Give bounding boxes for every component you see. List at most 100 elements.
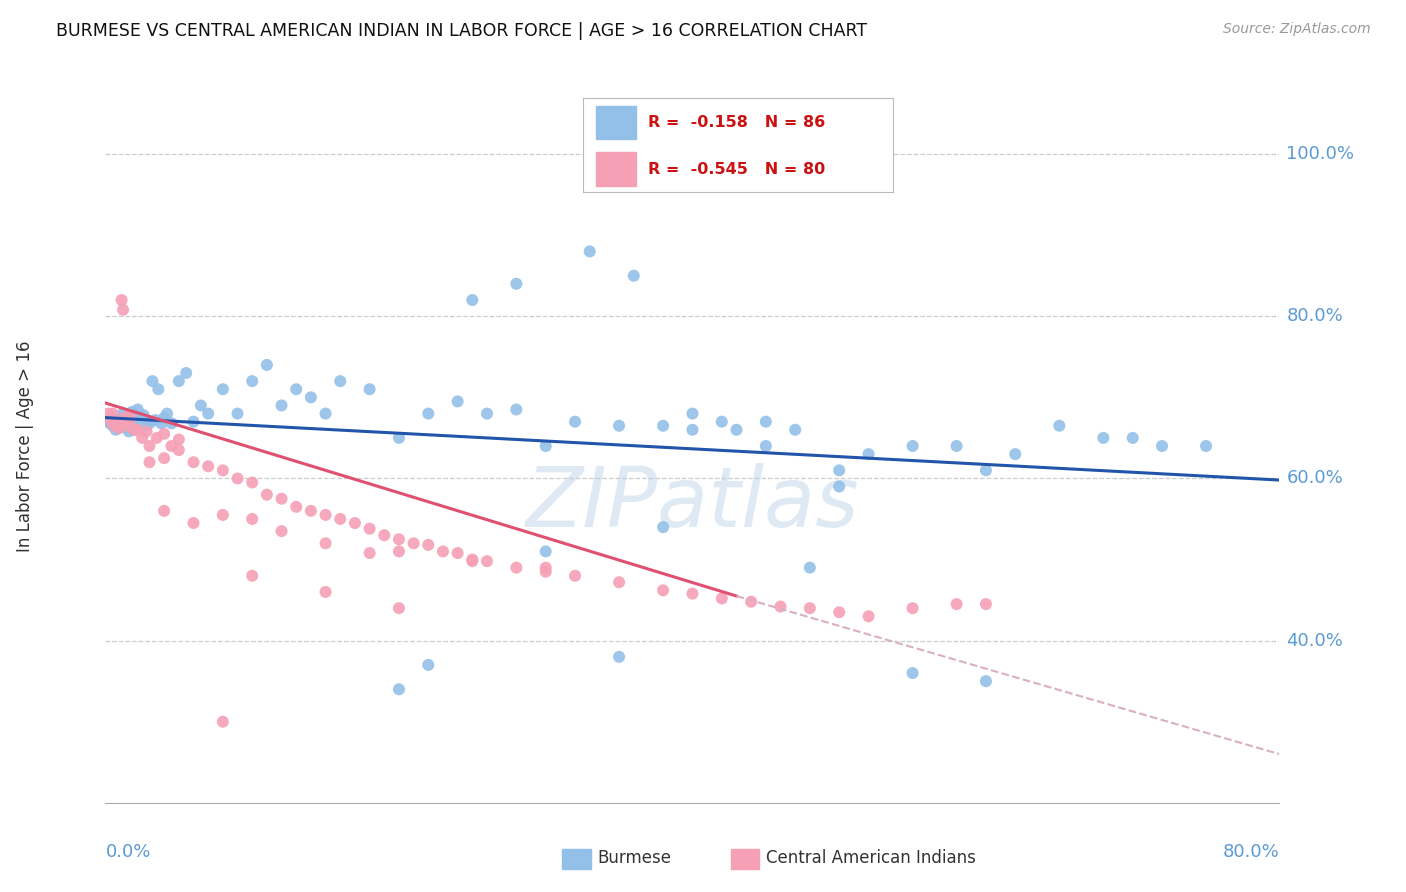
- Point: [315, 536, 337, 550]
- Point: [359, 522, 381, 536]
- Point: [564, 415, 586, 429]
- Point: [755, 415, 778, 429]
- Point: [138, 455, 160, 469]
- Point: [211, 508, 233, 522]
- Point: [388, 533, 411, 547]
- Point: [740, 595, 762, 609]
- Point: [160, 439, 183, 453]
- Point: [607, 418, 630, 433]
- Point: [505, 277, 527, 291]
- Point: [101, 418, 124, 433]
- Point: [167, 443, 190, 458]
- Point: [534, 565, 557, 579]
- Point: [475, 554, 498, 568]
- Point: [118, 425, 141, 439]
- Point: [402, 536, 425, 550]
- Point: [828, 463, 851, 477]
- Point: [652, 583, 675, 598]
- Point: [183, 455, 205, 469]
- Point: [446, 394, 468, 409]
- Point: [564, 568, 586, 582]
- Text: R =  -0.545   N = 80: R = -0.545 N = 80: [648, 161, 825, 177]
- Point: [167, 374, 190, 388]
- Point: [153, 504, 176, 518]
- Point: [799, 601, 821, 615]
- Point: [505, 402, 527, 417]
- Point: [461, 293, 484, 307]
- Point: [211, 382, 233, 396]
- Point: [121, 421, 143, 435]
- Point: [710, 591, 733, 606]
- Point: [418, 538, 440, 552]
- Point: [156, 407, 179, 421]
- Point: [104, 417, 127, 431]
- Point: [388, 601, 411, 615]
- Point: [117, 414, 139, 428]
- Point: [120, 408, 142, 422]
- Point: [100, 414, 122, 428]
- Point: [115, 415, 138, 429]
- Point: [359, 382, 381, 396]
- Point: [858, 609, 880, 624]
- Point: [901, 666, 924, 681]
- Point: [127, 402, 149, 417]
- Point: [299, 504, 322, 518]
- Point: [343, 516, 366, 530]
- Point: [607, 649, 630, 664]
- Point: [117, 418, 139, 433]
- Point: [211, 463, 233, 477]
- Point: [240, 374, 263, 388]
- Point: [107, 421, 129, 435]
- Point: [828, 605, 851, 619]
- Point: [828, 479, 851, 493]
- Point: [461, 552, 484, 566]
- Point: [623, 268, 645, 283]
- Point: [388, 544, 411, 558]
- Text: In Labor Force | Age > 16: In Labor Force | Age > 16: [17, 340, 34, 552]
- Point: [103, 412, 125, 426]
- Point: [107, 421, 129, 435]
- Point: [197, 459, 219, 474]
- Point: [183, 516, 205, 530]
- Point: [1195, 439, 1218, 453]
- Point: [1092, 431, 1115, 445]
- Point: [652, 520, 675, 534]
- Point: [115, 417, 138, 432]
- Point: [755, 439, 778, 453]
- Point: [315, 585, 337, 599]
- Point: [118, 415, 141, 429]
- Point: [100, 415, 122, 429]
- Point: [108, 418, 131, 433]
- Point: [120, 411, 142, 425]
- Point: [256, 358, 278, 372]
- Point: [974, 674, 997, 689]
- Point: [97, 413, 120, 427]
- Point: [505, 560, 527, 574]
- Point: [110, 410, 132, 425]
- Point: [153, 410, 176, 425]
- Point: [725, 423, 748, 437]
- Point: [785, 423, 807, 437]
- Point: [682, 586, 704, 600]
- Point: [150, 417, 173, 431]
- Point: [461, 554, 484, 568]
- Point: [329, 374, 352, 388]
- Point: [124, 415, 146, 429]
- Point: [104, 423, 127, 437]
- Point: [359, 546, 381, 560]
- Point: [388, 682, 411, 697]
- Point: [799, 560, 821, 574]
- Point: [153, 426, 176, 441]
- Text: BURMESE VS CENTRAL AMERICAN INDIAN IN LABOR FORCE | AGE > 16 CORRELATION CHART: BURMESE VS CENTRAL AMERICAN INDIAN IN LA…: [56, 22, 868, 40]
- Point: [858, 447, 880, 461]
- Point: [131, 431, 153, 445]
- Point: [1122, 431, 1144, 445]
- Point: [105, 417, 128, 431]
- Point: [270, 524, 292, 538]
- Point: [901, 601, 924, 615]
- Bar: [596, 105, 636, 139]
- Point: [240, 475, 263, 490]
- Point: [103, 418, 125, 433]
- Point: [329, 512, 352, 526]
- Point: [121, 405, 143, 419]
